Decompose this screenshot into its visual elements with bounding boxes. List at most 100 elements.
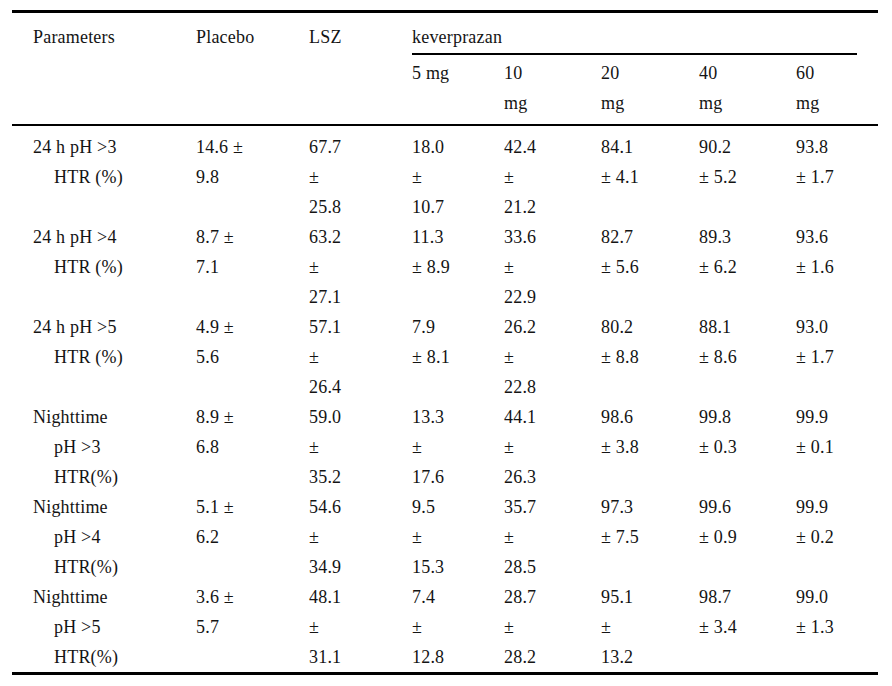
value-cell: 99.8± 0.3 bbox=[699, 402, 796, 492]
value-line: ± 0.3 bbox=[699, 432, 796, 462]
value-line: ± bbox=[504, 342, 601, 372]
value-cell: 7.9± 8.1 bbox=[412, 312, 504, 402]
dose-header-line: 20 bbox=[601, 58, 699, 88]
table-row: NighttimepH >4HTR(%)5.1 ±6.254.6±34.99.5… bbox=[33, 492, 878, 582]
parameter-line: 24 h pH >3 bbox=[33, 132, 196, 162]
value-line: 35.2 bbox=[309, 462, 412, 492]
value-line: 17.6 bbox=[412, 462, 504, 492]
value-line: 84.1 bbox=[601, 132, 699, 162]
parameter-line: pH >3 bbox=[33, 432, 196, 462]
value-cell: 99.0± 1.3 bbox=[796, 582, 878, 672]
value-line: 44.1 bbox=[504, 402, 601, 432]
row-parameter-cell: 24 h pH >3HTR (%) bbox=[33, 132, 196, 222]
value-line: ± 1.7 bbox=[796, 342, 878, 372]
value-line: ± 0.2 bbox=[796, 522, 878, 552]
value-line: ± 8.9 bbox=[412, 252, 504, 282]
row-parameter-cell: 24 h pH >4HTR (%) bbox=[33, 222, 196, 312]
value-line: 93.6 bbox=[796, 222, 878, 252]
value-line: 7.1 bbox=[196, 252, 309, 282]
value-line: 97.3 bbox=[601, 492, 699, 522]
value-line: ± bbox=[412, 522, 504, 552]
parameter-line: HTR(%) bbox=[33, 552, 196, 582]
value-line: ± 3.4 bbox=[699, 612, 796, 642]
header-row-main: Parameters Placebo LSZ keverprazan bbox=[33, 22, 878, 55]
value-line: 95.1 bbox=[601, 582, 699, 612]
value-line: 99.6 bbox=[699, 492, 796, 522]
value-cell: 93.0± 1.7 bbox=[796, 312, 878, 402]
value-cell: 42.4±21.2 bbox=[504, 132, 601, 222]
value-cell: 9.5±15.3 bbox=[412, 492, 504, 582]
dose-column-header: 5 mg bbox=[412, 58, 504, 118]
value-cell: 93.8± 1.7 bbox=[796, 132, 878, 222]
value-cell: 99.9± 0.2 bbox=[796, 492, 878, 582]
value-cell: 84.1± 4.1 bbox=[601, 132, 699, 222]
value-line: 26.4 bbox=[309, 372, 412, 402]
value-line: 31.1 bbox=[309, 642, 412, 672]
value-cell: 33.6±22.9 bbox=[504, 222, 601, 312]
value-cell: 93.6± 1.6 bbox=[796, 222, 878, 312]
column-group-keverprazan: keverprazan bbox=[412, 22, 857, 55]
value-line: 93.8 bbox=[796, 132, 878, 162]
value-line: ± 8.8 bbox=[601, 342, 699, 372]
value-cell: 7.4±12.8 bbox=[412, 582, 504, 672]
value-line: ± 7.5 bbox=[601, 522, 699, 552]
row-parameter-cell: NighttimepH >4HTR(%) bbox=[33, 492, 196, 582]
value-line: 13.2 bbox=[601, 642, 699, 672]
value-line: 54.6 bbox=[309, 492, 412, 522]
value-line: 26.2 bbox=[504, 312, 601, 342]
value-cell: 67.7±25.8 bbox=[309, 132, 412, 222]
value-cell: 35.7±28.5 bbox=[504, 492, 601, 582]
dose-column-header: 10mg bbox=[504, 58, 601, 118]
value-line: 82.7 bbox=[601, 222, 699, 252]
value-line: ± bbox=[412, 612, 504, 642]
value-line: 90.2 bbox=[699, 132, 796, 162]
value-line: 8.9 ± bbox=[196, 402, 309, 432]
value-cell: 95.1±13.2 bbox=[601, 582, 699, 672]
value-line: 25.8 bbox=[309, 192, 412, 222]
value-line: 63.2 bbox=[309, 222, 412, 252]
value-line: 11.3 bbox=[412, 222, 504, 252]
value-line: 98.7 bbox=[699, 582, 796, 612]
dose-column-header: 60mg bbox=[796, 58, 878, 118]
value-line: 28.5 bbox=[504, 552, 601, 582]
value-cell: 48.1±31.1 bbox=[309, 582, 412, 672]
table-row: NighttimepH >3HTR(%)8.9 ±6.859.0±35.213.… bbox=[33, 402, 878, 492]
value-cell: 5.1 ±6.2 bbox=[196, 492, 309, 582]
value-line: 4.9 ± bbox=[196, 312, 309, 342]
value-line: ± bbox=[504, 432, 601, 462]
value-cell: 3.6 ±5.7 bbox=[196, 582, 309, 672]
value-cell: 18.0±10.7 bbox=[412, 132, 504, 222]
value-cell: 89.3± 6.2 bbox=[699, 222, 796, 312]
value-line: 99.0 bbox=[796, 582, 878, 612]
value-cell: 8.7 ±7.1 bbox=[196, 222, 309, 312]
value-line: ± 1.6 bbox=[796, 252, 878, 282]
value-cell: 99.9± 0.1 bbox=[796, 402, 878, 492]
value-line: 59.0 bbox=[309, 402, 412, 432]
value-line: ± bbox=[504, 612, 601, 642]
value-line: 99.8 bbox=[699, 402, 796, 432]
column-header-lsz: LSZ bbox=[309, 22, 412, 55]
value-cell: 14.6 ±9.8 bbox=[196, 132, 309, 222]
value-line: ± 1.3 bbox=[796, 612, 878, 642]
value-line: ± bbox=[309, 252, 412, 282]
value-line: 99.9 bbox=[796, 402, 878, 432]
parameter-line: 24 h pH >5 bbox=[33, 312, 196, 342]
value-line: 33.6 bbox=[504, 222, 601, 252]
value-line: 5.6 bbox=[196, 342, 309, 372]
value-line: 67.7 bbox=[309, 132, 412, 162]
value-line: 21.2 bbox=[504, 192, 601, 222]
dose-header-line: 5 mg bbox=[412, 58, 504, 88]
value-line: 9.5 bbox=[412, 492, 504, 522]
value-line: 34.9 bbox=[309, 552, 412, 582]
value-cell: 63.2±27.1 bbox=[309, 222, 412, 312]
value-line: 22.9 bbox=[504, 282, 601, 312]
value-cell: 8.9 ±6.8 bbox=[196, 402, 309, 492]
value-line: 22.8 bbox=[504, 372, 601, 402]
value-cell: 99.6± 0.9 bbox=[699, 492, 796, 582]
value-line: 57.1 bbox=[309, 312, 412, 342]
value-line: ± 0.1 bbox=[796, 432, 878, 462]
table-row: NighttimepH >5HTR(%)3.6 ±5.748.1±31.17.4… bbox=[33, 582, 878, 672]
value-line: ± bbox=[309, 162, 412, 192]
value-line: 99.9 bbox=[796, 492, 878, 522]
column-header-parameters: Parameters bbox=[33, 22, 196, 55]
